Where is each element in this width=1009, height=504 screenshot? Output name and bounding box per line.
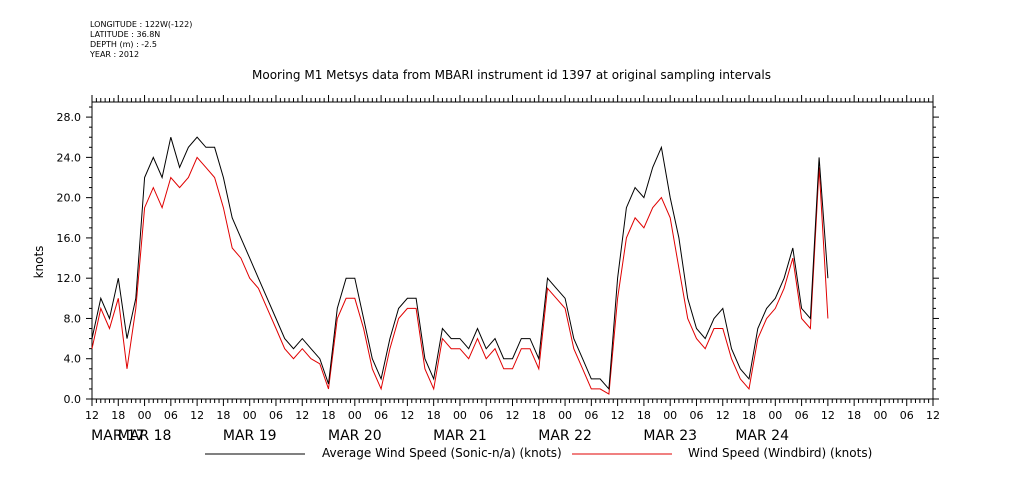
- y-tick-label: 20.0: [57, 192, 82, 205]
- x-hour-label: 00: [768, 409, 782, 422]
- x-hour-label: 00: [873, 409, 887, 422]
- x-hour-label: 00: [348, 409, 362, 422]
- x-hour-label: 18: [427, 409, 441, 422]
- chart-title-wrap: Mooring M1 Metsys data from MBARI instru…: [0, 68, 1009, 82]
- y-tick-label: 4.0: [64, 353, 82, 366]
- x-axis-group: 12 18 00 06 12 18 00 06 12 18 00 06 12 18 00 06 12 18 00 06…: [85, 409, 940, 444]
- y-tick-label: 8.0: [64, 312, 82, 325]
- metadata-block: LONGITUDE : 122W(-122) LATITUDE : 36.8N …: [90, 20, 192, 60]
- x-hour-label: 12: [821, 409, 835, 422]
- x-hour-label: 00: [138, 409, 152, 422]
- x-hour-label: 12: [716, 409, 730, 422]
- plot-frame-group: [91, 95, 934, 406]
- latitude-text: LATITUDE : 36.8N: [90, 30, 161, 39]
- y-tick-label: 28.0: [57, 111, 82, 124]
- x-hour-label: 18: [847, 409, 861, 422]
- x-hour-label: 00: [558, 409, 572, 422]
- x-day-label: MAR 17: [91, 428, 145, 444]
- x-hour-label: 06: [374, 409, 388, 422]
- x-hour-label: 12: [611, 409, 625, 422]
- x-day-label: MAR 18: [118, 428, 172, 444]
- series-group: [91, 136, 829, 395]
- x-day-label: MAR 19: [223, 428, 277, 444]
- x-hour-label: 18: [532, 409, 546, 422]
- x-hour-label: 18: [637, 409, 651, 422]
- plot-frame: [91, 101, 934, 400]
- x-hour-label: 12: [400, 409, 414, 422]
- y-axis-label: knots: [32, 246, 46, 279]
- x-hour-label: 06: [479, 409, 493, 422]
- x-hour-label: 18: [322, 409, 336, 422]
- x-hour-label: 12: [926, 409, 940, 422]
- x-hour-label: 06: [584, 409, 598, 422]
- x-hour-label: 12: [190, 409, 204, 422]
- x-day-label: MAR 22: [538, 428, 592, 444]
- y-tick-label: 0.0: [64, 393, 82, 406]
- x-hour-label: 00: [453, 409, 467, 422]
- x-hour-label: 12: [85, 409, 99, 422]
- x-day-label: MAR 24: [735, 428, 789, 444]
- y-tick-label: 16.0: [57, 232, 82, 245]
- x-day-label: MAR 23: [643, 428, 697, 444]
- x-hour-label: 06: [900, 409, 914, 422]
- x-hour-label: 18: [111, 409, 125, 422]
- x-hour-label: 06: [269, 409, 283, 422]
- x-hour-label: 06: [795, 409, 809, 422]
- x-hour-label: 00: [243, 409, 257, 422]
- longitude-text: LONGITUDE : 122W(-122): [90, 20, 193, 29]
- chart-title: Mooring M1 Metsys data from MBARI instru…: [252, 68, 771, 82]
- depth-text: DEPTH (m) : -2.5: [90, 40, 157, 49]
- x-hour-label: 12: [295, 409, 309, 422]
- x-hour-label: 06: [689, 409, 703, 422]
- legend-label-sonic: Average Wind Speed (Sonic-n/a) (knots): [322, 446, 562, 460]
- x-hour-label: 00: [663, 409, 677, 422]
- x-hour-label: 06: [164, 409, 178, 422]
- year-text: YEAR : 2012: [90, 50, 140, 59]
- y-axis-group: 0.0 4.0 8.0 12.0 16.0 20.0 24.0 28.0: [57, 106, 939, 406]
- x-hour-label: 18: [216, 409, 230, 422]
- y-tick-label: 24.0: [57, 151, 82, 164]
- legend-label-windbird: Wind Speed (Windbird) (knots): [688, 446, 873, 460]
- x-day-label: MAR 21: [433, 428, 487, 444]
- series-line-windbird: [91, 156, 829, 395]
- series-line-sonic: [91, 136, 829, 391]
- x-hour-label: 18: [742, 409, 756, 422]
- x-day-label: MAR 20: [328, 428, 382, 444]
- y-tick-label: 12.0: [57, 272, 82, 285]
- x-hour-label: 12: [506, 409, 520, 422]
